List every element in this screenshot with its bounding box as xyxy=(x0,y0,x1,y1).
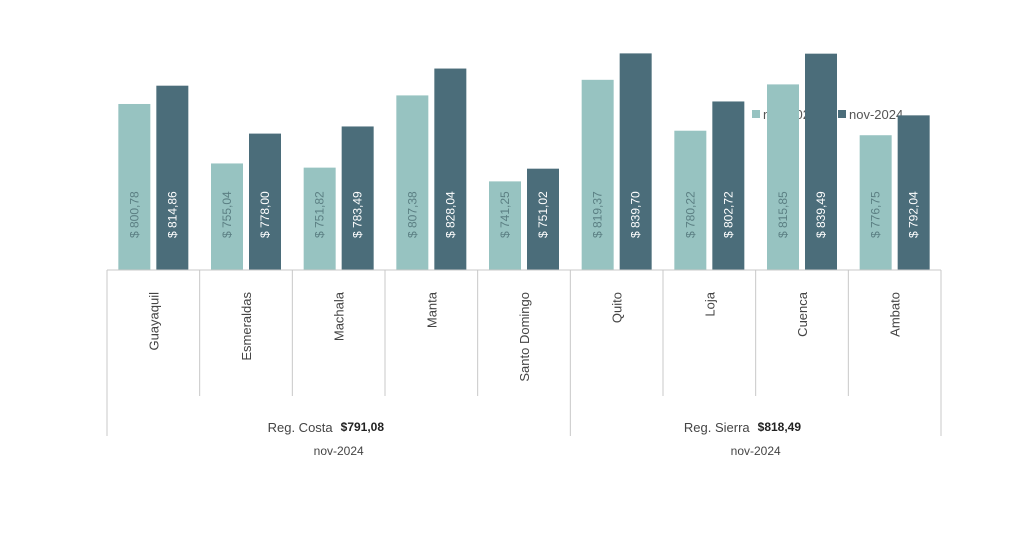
value-label: $ 814,86 xyxy=(165,191,179,238)
value-label: $ 815,85 xyxy=(776,191,790,238)
category-label: Loja xyxy=(702,291,717,316)
region-label: Reg. Costa xyxy=(268,420,334,435)
value-label: $ 819,37 xyxy=(591,191,605,238)
bar xyxy=(396,95,429,270)
bar-series: $ 800,78 $ 814,86 $ 755,04 $ 778,00 $ 751,82… xyxy=(118,53,930,271)
category-label: Esmeraldas xyxy=(239,292,254,361)
region-average: $791,08 xyxy=(341,420,385,434)
bar xyxy=(897,115,930,271)
region-period: nov-2024 xyxy=(314,444,364,458)
bar xyxy=(211,163,243,270)
category-label: Santo Domingo xyxy=(517,292,532,382)
category-label: Machala xyxy=(332,291,347,341)
value-label: $ 755,04 xyxy=(220,191,234,238)
value-label: $ 839,49 xyxy=(814,191,828,238)
value-label: $ 792,04 xyxy=(907,191,921,238)
value-label: $ 776,75 xyxy=(869,191,883,238)
value-label: $ 828,04 xyxy=(443,191,457,238)
category-label: Quito xyxy=(610,292,625,323)
bar xyxy=(303,167,336,270)
category-label: Cuenca xyxy=(795,291,810,337)
category-label: Guayaquil xyxy=(146,292,161,351)
bar xyxy=(859,135,892,270)
bar xyxy=(805,53,837,271)
category-label: Ambato xyxy=(888,292,903,337)
bar xyxy=(434,68,467,270)
bar xyxy=(249,133,281,270)
region-average: $818,49 xyxy=(758,420,802,434)
value-label: $ 783,49 xyxy=(351,191,365,238)
value-label: $ 751,82 xyxy=(313,191,327,238)
region-period: nov-2024 xyxy=(731,444,781,458)
bar xyxy=(767,84,799,271)
region-groups: Reg. Costa $791,08 nov-2024 Reg. Sierra $818… xyxy=(106,396,942,458)
category-axis: Guayaquil Esmeraldas Machala Manta Santo Dom… xyxy=(106,269,942,396)
value-label: $ 780,22 xyxy=(683,191,697,238)
bar xyxy=(674,130,707,270)
bar xyxy=(156,85,189,270)
bar xyxy=(118,103,151,271)
bar xyxy=(489,181,521,270)
legend-swatch xyxy=(752,110,760,118)
bar xyxy=(712,101,745,271)
bar xyxy=(341,126,374,270)
value-label: $ 807,38 xyxy=(405,191,419,238)
value-label: $ 778,00 xyxy=(258,191,272,238)
legend-label: nov-2024 xyxy=(849,107,903,122)
bar xyxy=(581,79,614,270)
category-label: Manta xyxy=(424,291,439,328)
legend-swatch xyxy=(838,110,846,118)
region-label: Reg. Sierra xyxy=(684,420,751,435)
value-label: $ 741,25 xyxy=(498,191,512,238)
value-label: $ 800,78 xyxy=(127,191,141,238)
bar xyxy=(619,53,652,270)
value-label: $ 802,72 xyxy=(721,191,735,238)
bar xyxy=(527,168,559,270)
value-label: $ 751,02 xyxy=(536,191,550,238)
value-label: $ 839,70 xyxy=(629,191,643,238)
